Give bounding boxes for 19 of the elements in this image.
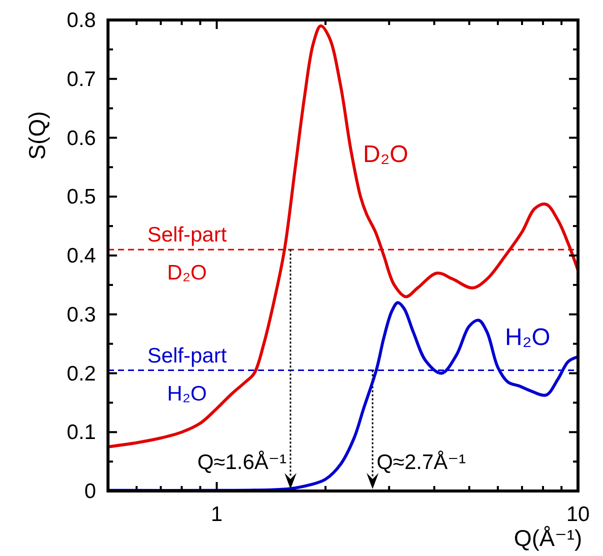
x-axis-title: Q(Å⁻¹) xyxy=(514,525,582,551)
y-axis-title: S(Q) xyxy=(24,111,50,160)
y-tick-label: 0 xyxy=(84,480,96,503)
annotation: Q≈2.7Å⁻¹ xyxy=(376,450,466,474)
x-tick-label: 1 xyxy=(210,503,223,526)
y-tick-label: 0.7 xyxy=(66,68,96,91)
series-label: D₂O xyxy=(363,141,408,168)
x-tick-label: 10 xyxy=(566,503,590,526)
annotation: Q≈1.6Å⁻¹ xyxy=(197,450,286,474)
y-tick-label: 0.4 xyxy=(66,244,96,268)
ref-line-label: Self-part D₂O xyxy=(147,224,227,285)
series-label: H₂O xyxy=(505,324,550,351)
ref-line-label: Self-part H₂O xyxy=(147,344,227,406)
y-tick-label: 0.6 xyxy=(66,126,96,150)
y-tick-label: 0.2 xyxy=(66,362,96,386)
y-tick-label: 0.3 xyxy=(66,303,96,326)
y-tick-label: 0.8 xyxy=(66,9,96,32)
y-tick-label: 0.1 xyxy=(66,421,96,444)
y-tick-label: 0.5 xyxy=(66,186,96,209)
